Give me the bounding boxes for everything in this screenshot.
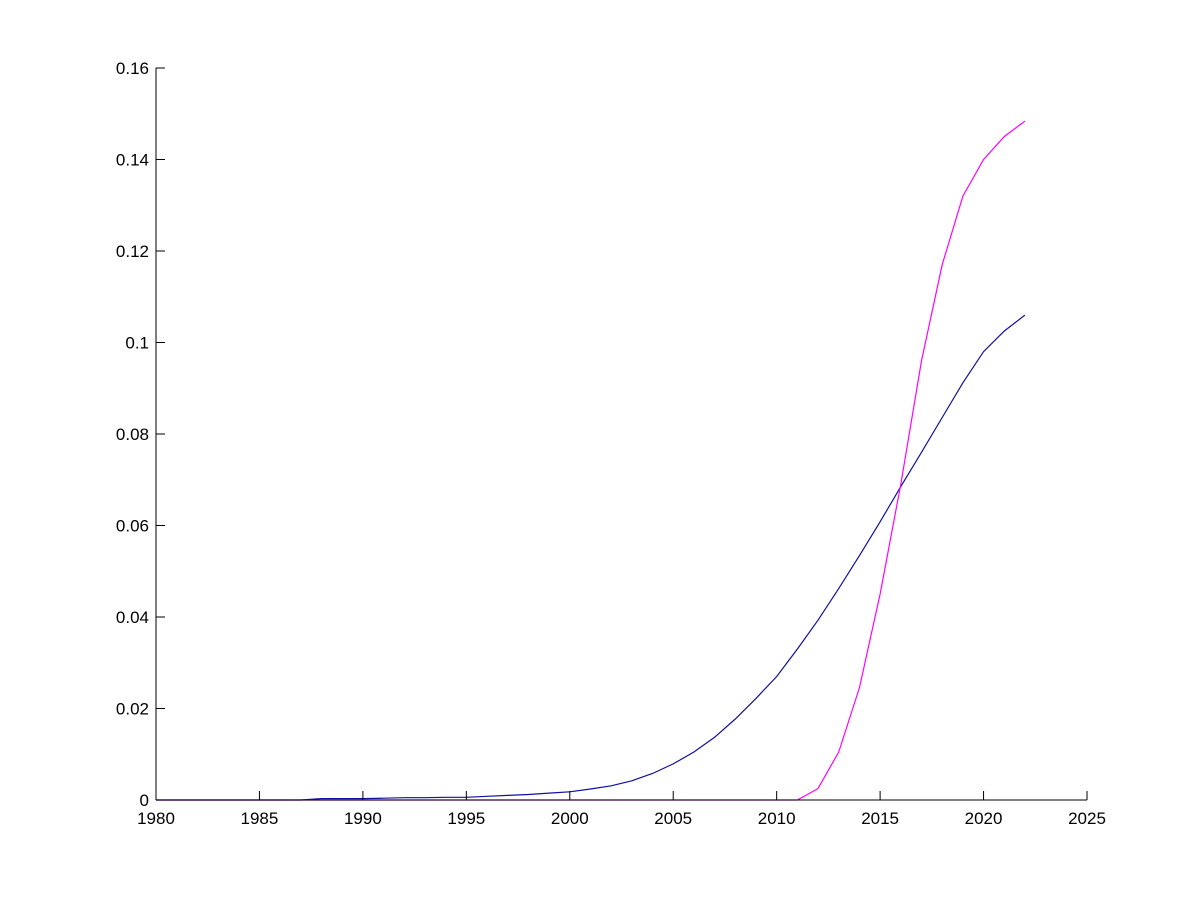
series-line-2 <box>156 120 1026 801</box>
y-tick-label: 0.14 <box>116 151 149 170</box>
x-tick-label: 1980 <box>137 809 175 828</box>
x-tick-label: 2005 <box>654 809 692 828</box>
y-tick-label: 0.02 <box>116 700 149 719</box>
y-tick-label: 0.1 <box>125 334 149 353</box>
x-tick-label: 2015 <box>861 809 899 828</box>
y-tick-label: 0.08 <box>116 425 149 444</box>
y-tick-label: 0 <box>140 791 149 810</box>
series-layer <box>156 120 1026 801</box>
series-line-1 <box>156 314 1026 801</box>
x-tick-label: 1995 <box>447 809 485 828</box>
x-tick-label: 2010 <box>758 809 796 828</box>
y-tick-label: 0.16 <box>116 59 149 78</box>
x-tick-label: 2000 <box>551 809 589 828</box>
y-tick-label: 0.04 <box>116 608 149 627</box>
x-tick-label: 1985 <box>241 809 279 828</box>
x-tick-label: 2020 <box>965 809 1003 828</box>
axes: 1980 1985 1990 1995 2000 2005 2010 2015 2020 2025… <box>116 59 1106 828</box>
y-tick-label: 0.06 <box>116 517 149 536</box>
y-tick-label: 0.12 <box>116 242 149 261</box>
x-tick-label: 2025 <box>1068 809 1106 828</box>
x-tick-label: 1990 <box>344 809 382 828</box>
